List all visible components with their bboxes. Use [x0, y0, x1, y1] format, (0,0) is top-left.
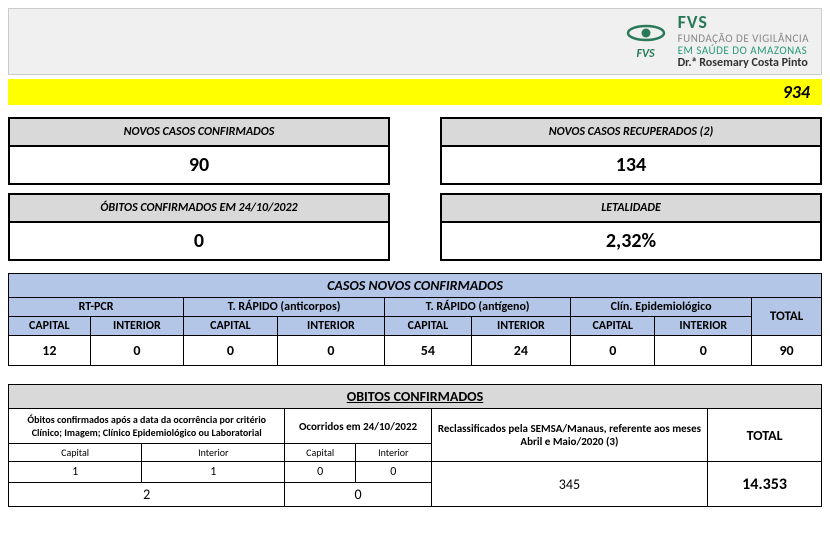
logo-doctor: Dr.ª Rosemary Costa Pinto — [678, 57, 809, 70]
ob-c2-total: 0 — [285, 483, 431, 507]
loc-interior: INTERIOR — [471, 317, 570, 336]
stat-novos-casos: NOVOS CASOS CONFIRMADOS 90 — [8, 117, 390, 185]
casos-novos-table: CASOS NOVOS CONFIRMADOS RT-PCR T. RÁPIDO… — [8, 273, 822, 366]
method-anticorpos: T. RÁPIDO (anticorpos) — [184, 298, 385, 317]
stat-value: 0 — [10, 223, 388, 259]
cell-value: 0 — [571, 336, 655, 366]
loc-capital: CAPITAL — [184, 317, 278, 336]
ob-sub-capital: Capital — [285, 444, 356, 462]
ob-c1-total: 2 — [9, 483, 285, 507]
loc-interior: INTERIOR — [277, 317, 384, 336]
obitos-table: OBITOS CONFIRMADOS Óbitos confirmados ap… — [8, 384, 822, 507]
cell-value: 54 — [385, 336, 472, 366]
obitos-total-label: TOTAL — [708, 409, 822, 462]
cell-value: 0 — [655, 336, 752, 366]
logo-eye-icon: FVS — [624, 23, 668, 60]
cell-value: 0 — [184, 336, 278, 366]
stat-label: NOVOS CASOS RECUPERADOS (2) — [442, 119, 820, 147]
table-row: 1 1 0 0 345 14.353 — [9, 462, 822, 483]
method-rtpcr: RT-PCR — [9, 298, 184, 317]
ob-grand-total: 14.353 — [708, 462, 822, 507]
logo-left-text: FVS — [624, 48, 668, 60]
ob-val: 1 — [142, 462, 285, 483]
loc-capital: CAPITAL — [571, 317, 655, 336]
obitos-title: OBITOS CONFIRMADOS — [9, 385, 822, 409]
stat-label: LETALIDADE — [442, 195, 820, 223]
obitos-col3-header: Reclassificados pela SEMSA/Manaus, refer… — [431, 409, 707, 462]
cell-value: 0 — [277, 336, 384, 366]
ob-val: 1 — [9, 462, 142, 483]
total-label: TOTAL — [752, 298, 822, 336]
cell-total: 90 — [752, 336, 822, 366]
stat-label: ÓBITOS CONFIRMADOS EM 24/10/2022 — [10, 195, 388, 223]
method-clinico: Clín. Epidemiológico — [571, 298, 752, 317]
casos-title: CASOS NOVOS CONFIRMADOS — [9, 274, 822, 298]
ob-sub-capital: Capital — [9, 444, 142, 462]
bulletin-number: 934 — [783, 81, 810, 103]
logo: FVS FVS FUNDAÇÃO DE VIGILÂNCIA EM SAÚDE … — [624, 13, 809, 70]
ob-val: 0 — [355, 462, 431, 483]
loc-capital: CAPITAL — [385, 317, 472, 336]
stat-obitos-confirmados: ÓBITOS CONFIRMADOS EM 24/10/2022 0 — [8, 193, 390, 261]
logo-text-block: FVS FUNDAÇÃO DE VIGILÂNCIA EM SAÚDE DO A… — [678, 13, 809, 70]
bulletin-number-bar: 934 — [8, 79, 822, 105]
ob-reclass: 345 — [431, 462, 707, 507]
stat-value: 90 — [10, 147, 388, 183]
ob-sub-interior: Interior — [355, 444, 431, 462]
stat-value: 2,32% — [442, 223, 820, 259]
stat-label: NOVOS CASOS CONFIRMADOS — [10, 119, 388, 147]
cell-value: 24 — [471, 336, 570, 366]
logo-abbrev: FVS — [678, 13, 809, 33]
ob-sub-interior: Interior — [142, 444, 285, 462]
cell-value: 12 — [9, 336, 91, 366]
cell-value: 0 — [90, 336, 183, 366]
ob-val: 0 — [285, 462, 356, 483]
stat-value: 134 — [442, 147, 820, 183]
obitos-col2-header: Ocorridos em 24/10/2022 — [285, 409, 431, 444]
loc-interior: INTERIOR — [90, 317, 183, 336]
table-row: 12 0 0 0 54 24 0 0 90 — [9, 336, 822, 366]
obitos-col1-header: Óbitos confirmados após a data da ocorrê… — [9, 409, 285, 444]
header-bar: FVS FVS FUNDAÇÃO DE VIGILÂNCIA EM SAÚDE … — [8, 8, 822, 75]
method-antigeno: T. RÁPIDO (antígeno) — [385, 298, 571, 317]
stat-letalidade: LETALIDADE 2,32% — [440, 193, 822, 261]
loc-capital: CAPITAL — [9, 317, 91, 336]
loc-interior: INTERIOR — [655, 317, 752, 336]
stat-novos-recuperados: NOVOS CASOS RECUPERADOS (2) 134 — [440, 117, 822, 185]
